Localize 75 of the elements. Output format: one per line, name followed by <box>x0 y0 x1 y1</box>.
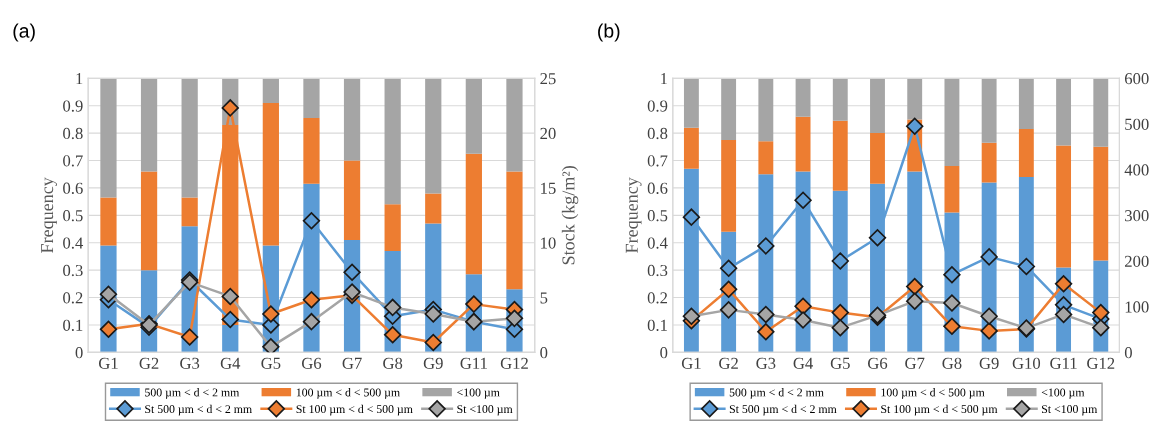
y2-tick-label: 0 <box>1124 347 1132 359</box>
x-tick-label: G5 <box>830 357 850 369</box>
y-tick-label: 0.5 <box>647 210 668 222</box>
y-tick-label: 0 <box>75 347 83 359</box>
x-tick-label: G10 <box>1012 357 1041 369</box>
x-tick-label: G7 <box>342 357 362 369</box>
x-tick-label: G2 <box>139 357 159 369</box>
legend-label: 500 µm < d < 2 mm <box>729 388 824 399</box>
y-tick-label: 0.8 <box>63 127 83 140</box>
x-tick-label: G1 <box>681 357 701 369</box>
chart-title: (b) <box>598 23 620 42</box>
x-tick-label: G7 <box>905 357 925 369</box>
y-tick-label: 0.3 <box>647 264 668 277</box>
x-tick-label: G12 <box>500 357 528 369</box>
y-tick-label: 0.7 <box>647 155 668 167</box>
y-tick-label: 0.1 <box>647 319 667 331</box>
x-tick-label: G8 <box>383 357 403 369</box>
chart-title: (a) <box>13 23 35 42</box>
y-tick-label: 0.7 <box>63 155 83 167</box>
x-tick-label: G11 <box>1050 357 1077 369</box>
x-tick-label: G3 <box>756 357 776 369</box>
legend-label: St <100 µm <box>457 405 513 416</box>
y-tick-label: 1 <box>661 73 667 85</box>
y2-tick-label: 400 <box>1124 164 1149 176</box>
x-tick-label: G8 <box>942 357 962 369</box>
y-axis-title: Frequency <box>625 177 642 253</box>
y-tick-label: 0.5 <box>63 210 83 222</box>
legend-label: St 100 µm < d < 500 µm <box>296 404 413 416</box>
legend-label: 500 µm < d < 2 mm <box>145 388 240 399</box>
legend-label: <100 µm <box>1041 388 1085 399</box>
y2-tick-label: 500 <box>1125 118 1149 130</box>
x-tick-label: G2 <box>719 357 738 369</box>
y2-tick-label: 15 <box>541 182 556 194</box>
x-tick-label: G6 <box>867 357 888 369</box>
y2-tick-label: 25 <box>540 73 556 85</box>
y2-tick-label: 20 <box>540 127 556 140</box>
legend-label: 100 µm < d < 500 µm <box>296 388 400 399</box>
legend-label: <100 µm <box>457 388 500 399</box>
y-tick-label: 0.2 <box>63 292 83 304</box>
y2-tick-label: 300 <box>1125 210 1149 222</box>
y-tick-label: 0.9 <box>63 100 83 112</box>
legend-label: St 500 µm < d < 2 mm <box>729 404 837 416</box>
y-tick-label: 0.4 <box>647 237 668 249</box>
x-tick-label: G11 <box>460 357 487 369</box>
y2-tick-label: 200 <box>1124 255 1149 267</box>
y2-tick-label: 0 <box>540 347 548 359</box>
y2-tick-label: 100 <box>1125 301 1149 313</box>
x-tick-label: G4 <box>793 357 813 369</box>
x-tick-label: G6 <box>301 357 322 369</box>
y2-axis-title: Stock (kg/m²) <box>561 166 579 265</box>
x-tick-label: G1 <box>98 357 118 369</box>
y-tick-label: 0.9 <box>647 100 668 112</box>
y-tick-label: 0.3 <box>63 264 83 277</box>
legend-label: St 100 µm < d < 500 µm <box>881 404 998 416</box>
x-tick-label: G3 <box>180 357 200 369</box>
y-axis-title: Frequency <box>41 177 57 253</box>
y-tick-label: 0.1 <box>63 319 83 331</box>
legend-label: St <100 µm <box>1042 405 1098 416</box>
x-tick-label: G9 <box>979 357 999 369</box>
x-tick-label: G9 <box>423 357 443 369</box>
y-tick-label: 0 <box>660 347 668 359</box>
x-tick-label: G4 <box>220 357 241 369</box>
y-tick-label: 1 <box>76 73 83 85</box>
y2-tick-label: 600 <box>1124 73 1149 85</box>
x-tick-label: G12 <box>1087 357 1115 369</box>
y2-tick-label: 10 <box>541 237 556 249</box>
x-tick-label: G5 <box>261 357 281 369</box>
y2-tick-label: 5 <box>540 292 548 304</box>
y-tick-label: 0.8 <box>647 127 668 140</box>
legend-label: St 500 µm < d < 2 mm <box>145 404 252 416</box>
y-tick-label: 0.4 <box>63 237 84 249</box>
legend-label: 100 µm < d < 500 µm <box>881 388 985 399</box>
y-tick-label: 0.6 <box>647 182 668 194</box>
y-tick-label: 0.2 <box>647 292 668 304</box>
y-tick-label: 0.6 <box>63 182 83 194</box>
